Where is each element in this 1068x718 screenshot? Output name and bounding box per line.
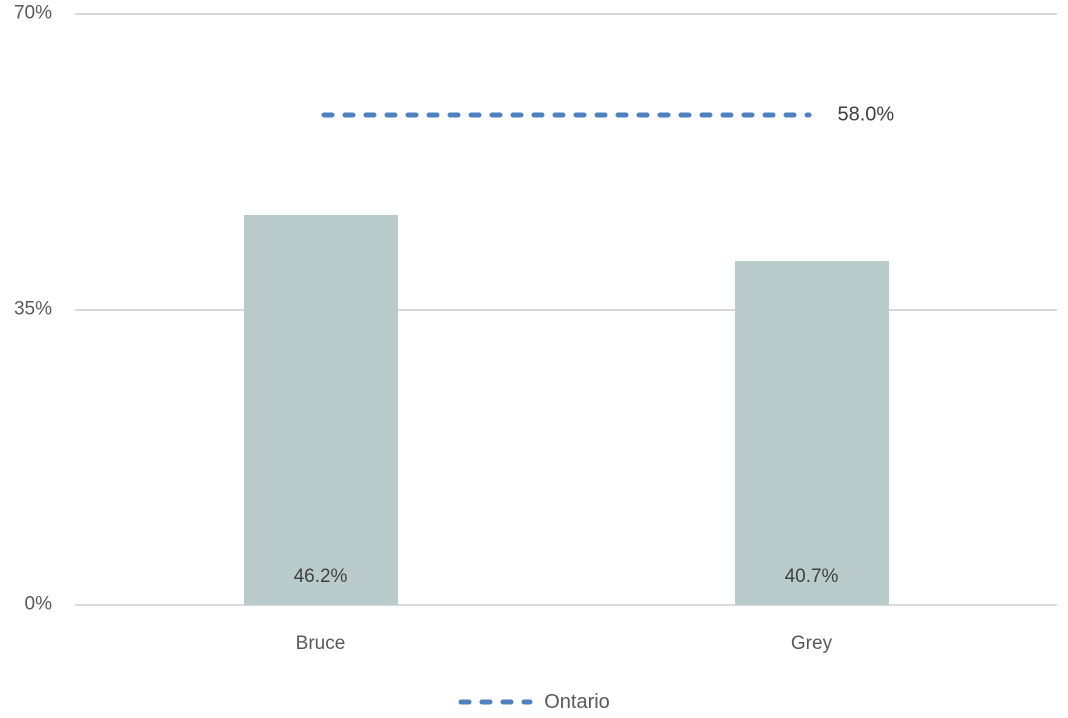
- category-label-bruce: Bruce: [295, 633, 346, 654]
- y-tick-label-0%: 0%: [24, 593, 52, 615]
- bar-value-label-grey: 40.7%: [784, 566, 839, 588]
- legend-label-ontario: Ontario: [544, 691, 610, 713]
- legend: Ontario: [0, 690, 1068, 714]
- y-tick-label-35%: 35%: [13, 298, 52, 320]
- gridline-0%: [75, 604, 1057, 606]
- category-label-grey: Grey: [790, 633, 833, 654]
- ontario-reference-line: 58.0%: [321, 104, 894, 126]
- gridline-70%: [75, 13, 1057, 15]
- plot-area: 46.2% 40.7% 58.0% Bruce Grey: [75, 13, 1057, 654]
- bar-value-label-bruce: 46.2%: [293, 566, 348, 588]
- bar-grey: 40.7%: [734, 261, 889, 605]
- ontario-dash-swatch-icon: [458, 699, 533, 705]
- bar-bruce: 46.2%: [243, 214, 398, 605]
- gridline-35%: [75, 308, 1057, 311]
- dashed-line-icon: [321, 112, 812, 118]
- y-tick-label-70%: 70%: [13, 2, 52, 24]
- reference-line-value-label: 58.0%: [837, 103, 895, 126]
